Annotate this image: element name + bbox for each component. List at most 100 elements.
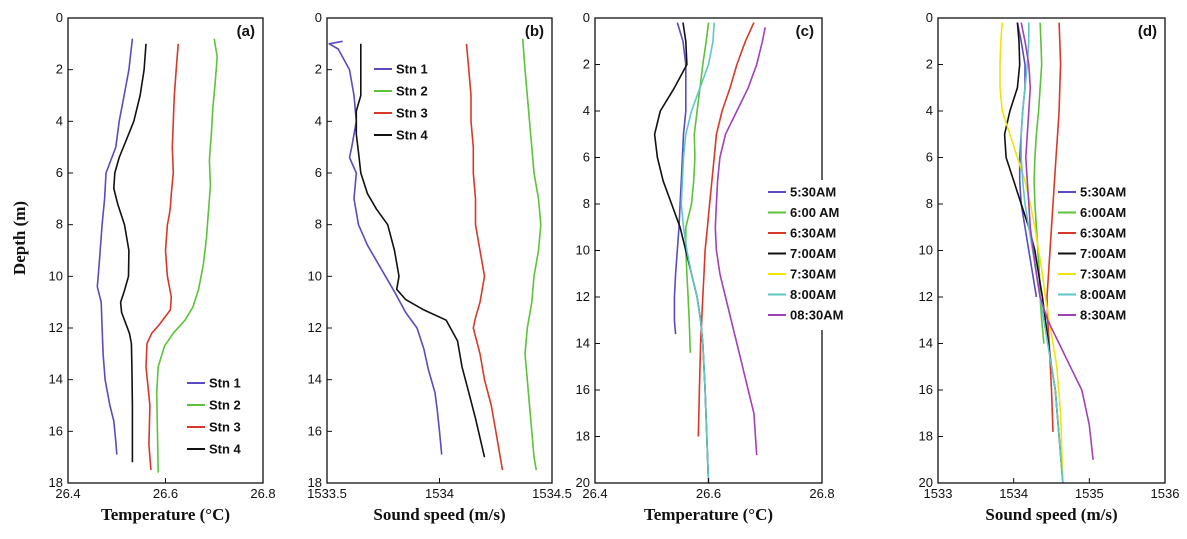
- y-tick-label: 4: [56, 113, 63, 128]
- y-tick-label: 14: [576, 336, 590, 351]
- series-line-3: [465, 43, 504, 471]
- legend-entry: 8:00AM: [790, 287, 836, 302]
- y-tick-label: 20: [576, 475, 590, 490]
- y-tick-label: 4: [926, 103, 933, 118]
- y-tick-label: 6: [926, 150, 933, 165]
- series-line-5: [999, 22, 1064, 484]
- legend-box: [1056, 180, 1136, 330]
- y-tick-label: 14: [308, 372, 322, 387]
- legend-entry: Stn 3: [209, 420, 241, 435]
- x-tick-label: 1534: [425, 486, 454, 501]
- series-line-4: [653, 22, 710, 484]
- x-tick-label: 1536: [1151, 486, 1180, 501]
- y-tick-label: 12: [308, 320, 322, 335]
- x-tick-label: 26.8: [809, 486, 834, 501]
- y-tick-label: 12: [576, 289, 590, 304]
- y-tick-label: 10: [49, 268, 63, 283]
- legend: 5:30AM 6:00 AM 6:30AM 7:00AM 7:30AM 8:00AM 08:…: [766, 180, 846, 330]
- y-tick-label: 8: [56, 217, 63, 232]
- y-tick-label: 8: [583, 196, 590, 211]
- x-axis-label: Temperature (°C): [644, 505, 773, 524]
- y-tick-label: 16: [919, 382, 933, 397]
- legend-entry: 7:00AM: [1080, 246, 1126, 261]
- series-line-2: [1033, 22, 1045, 344]
- legend-entry: 7:00AM: [790, 246, 836, 261]
- y-tick-label: 10: [308, 268, 322, 283]
- y-tick-label: 16: [49, 423, 63, 438]
- y-axis-label: Depth (m): [10, 201, 29, 275]
- y-tick-label: 2: [56, 62, 63, 77]
- panel-label: (c): [796, 23, 814, 40]
- series-line-2: [155, 38, 218, 473]
- y-tick-label: 18: [919, 429, 933, 444]
- panel-label: (a): [237, 23, 255, 40]
- legend-entry: Stn 4: [396, 128, 429, 143]
- legend-entry: 5:30AM: [790, 185, 836, 200]
- y-tick-label: 20: [919, 475, 933, 490]
- y-tick-label: 4: [315, 113, 322, 128]
- x-tick-label: 26.6: [153, 486, 178, 501]
- y-tick-label: 8: [315, 217, 322, 232]
- x-axis-label: Sound speed (m/s): [985, 505, 1117, 524]
- series-line-7: [714, 27, 766, 456]
- legend-entry: Stn 2: [396, 84, 428, 99]
- series-line-1: [328, 40, 443, 455]
- series-line-4: [355, 43, 486, 458]
- x-tick-label: 1535: [1075, 486, 1104, 501]
- x-tick-label: 26.6: [696, 486, 721, 501]
- legend-entry: 7:30AM: [790, 267, 836, 282]
- x-tick-label: 1534.5: [532, 486, 572, 501]
- series-line-1: [673, 22, 687, 335]
- y-tick-label: 2: [926, 57, 933, 72]
- legend-entry: 6:30AM: [790, 226, 836, 241]
- y-tick-label: 6: [315, 165, 322, 180]
- legend-entry: 5:30AM: [1080, 185, 1126, 200]
- legend-entry: 6:00 AM: [790, 205, 839, 220]
- y-tick-label: 18: [576, 429, 590, 444]
- y-tick-label: 2: [315, 62, 322, 77]
- legend-entry: 08:30AM: [790, 308, 843, 323]
- legend: Stn 1 Stn 2 Stn 3 Stn 4: [372, 57, 447, 149]
- panel-label: (d): [1138, 23, 1157, 40]
- legend-entry: 8:00AM: [1080, 287, 1126, 302]
- legend-box: [766, 180, 846, 330]
- legend: Stn 1 Stn 2 Stn 3 Stn 4: [185, 371, 260, 463]
- y-tick-label: 0: [583, 10, 590, 25]
- y-tick-label: 18: [308, 475, 322, 490]
- y-tick-label: 16: [308, 423, 322, 438]
- series-line-2: [521, 38, 542, 471]
- y-tick-label: 4: [583, 103, 590, 118]
- series-line-2: [685, 22, 710, 353]
- y-tick-label: 18: [49, 475, 63, 490]
- series-line-1: [96, 38, 134, 455]
- legend-entry: 8:30AM: [1080, 308, 1126, 323]
- y-tick-label: 10: [919, 243, 933, 258]
- y-tick-label: 16: [576, 382, 590, 397]
- legend-entry: Stn 3: [396, 106, 428, 121]
- series-line-3: [1046, 22, 1062, 432]
- legend-box: [185, 371, 260, 463]
- y-tick-label: 0: [56, 10, 63, 25]
- legend-box: [372, 57, 447, 149]
- x-tick-label: 26.8: [250, 486, 275, 501]
- x-tick-label: 26.4: [55, 486, 80, 501]
- y-tick-label: 10: [576, 243, 590, 258]
- legend-entry: Stn 1: [209, 376, 241, 391]
- x-tick-label: 1533: [924, 486, 953, 501]
- x-axis-label: Sound speed (m/s): [373, 505, 505, 524]
- y-tick-label: 2: [583, 57, 590, 72]
- series-line-3: [145, 43, 179, 471]
- series-line-3: [697, 22, 755, 437]
- y-tick-label: 8: [926, 196, 933, 211]
- y-tick-label: 6: [583, 150, 590, 165]
- series-line-4: [113, 43, 147, 463]
- y-tick-label: 0: [315, 10, 322, 25]
- x-tick-label: 26.4: [582, 486, 607, 501]
- x-tick-label: 1534: [999, 486, 1028, 501]
- legend-entry: 7:30AM: [1080, 267, 1126, 282]
- y-tick-label: 14: [919, 336, 933, 351]
